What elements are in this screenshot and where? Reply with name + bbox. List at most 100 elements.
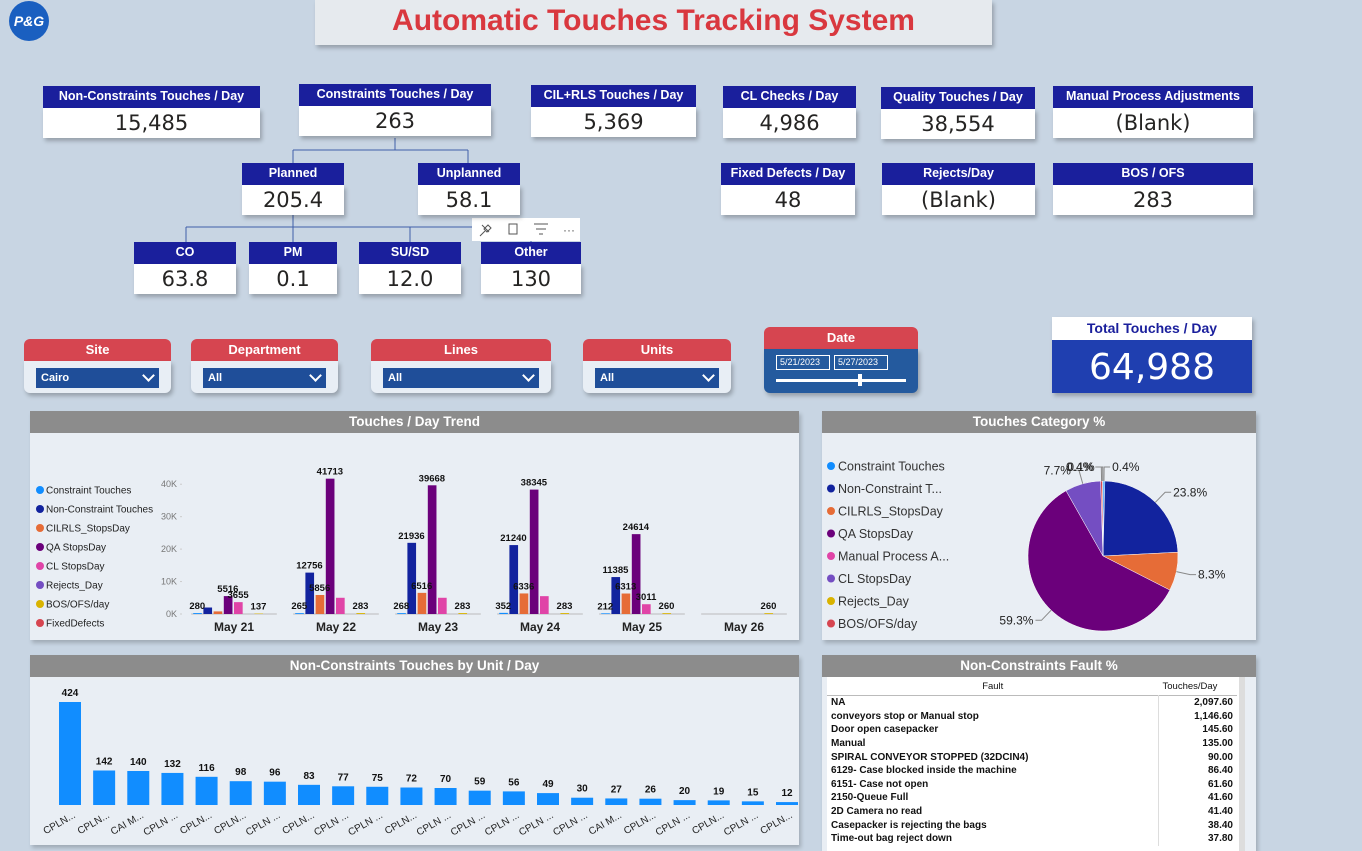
pie-slice [1027,490,1171,632]
table-cell: SPIRAL CONVEYOR STOPPED (32DCIN4) [831,751,1029,763]
logo-text: P&G [14,13,44,29]
x-tick-label: CPLN... [690,810,726,837]
kpi-card: Constraints Touches / Day 263 [299,84,491,136]
table-cell: Casepacker is rejecting the bags [831,819,987,831]
date-end[interactable]: 5/27/2023 [834,355,888,370]
data-label: 0.1% [1067,460,1095,474]
kpi-label: CIL+RLS Touches / Day [531,85,696,107]
table-cell: 145.60 [1158,723,1237,737]
data-label: 352 [495,601,511,612]
more-icon[interactable]: ··· [563,223,575,237]
date-slicer: Date 5/21/2023 5/27/2023 [764,327,918,393]
data-label: 27 [611,784,623,795]
bar [332,786,355,805]
table-cell: 135.00 [1158,736,1237,751]
data-label: 24614 [623,522,650,533]
pie-panel: Touches Category % Constraint Touches Non… [822,411,1256,654]
trend-chart: 0K 10K 20K 30K 40K Constraint Touches Non-Cons… [36,467,787,634]
table-cell: Door open casepacker [831,724,939,736]
scrollbar[interactable] [1239,677,1245,851]
slicer-body: All [191,361,338,393]
leader-line [1096,466,1104,482]
legend-label: CILRLS_StopsDay [46,524,130,535]
legend-marker [36,486,44,494]
leader-line [1103,466,1111,482]
x-tick-label: CPLN ... [517,810,555,838]
data-label: 77 [338,772,350,783]
legend-label: Manual Process A... [838,550,949,564]
bar [305,572,315,614]
bar [468,790,491,805]
copy-icon[interactable] [508,223,518,235]
title: Automatic Touches Tracking System [315,0,992,45]
kpi-label: Other [481,242,581,264]
date-slider[interactable] [776,379,906,382]
x-tick-label: CPLN... [212,810,248,837]
table-row: 6151- Case not open 61.60 [827,777,1237,792]
data-label: 21240 [500,533,526,544]
table-cell: 37.80 [1158,831,1237,846]
bar [642,604,651,614]
data-label: 56 [508,777,520,788]
date-body: 5/21/2023 5/27/2023 [764,349,918,393]
bar [605,798,628,805]
bar [193,613,202,614]
bar [571,797,594,805]
data-label: 260 [659,601,675,612]
data-label: 59 [474,777,486,788]
data-label: 83 [303,771,315,782]
total-label: Total Touches / Day [1052,317,1252,340]
pin-icon[interactable] [479,224,492,237]
legend-marker [36,600,44,608]
kpi-card: SU/SD 12.0 [359,242,461,294]
data-label: 12 [781,788,793,799]
bar [529,489,539,614]
legend-marker [36,524,44,532]
data-label: 7.7% [1044,463,1072,477]
table-row: 2D Camera no read 41.40 [827,804,1237,819]
date-start[interactable]: 5/21/2023 [776,355,830,370]
dropdown[interactable]: All [383,368,539,388]
y-tick-label: 10K [161,577,177,587]
data-label: 6313 [615,582,636,593]
slicer-body: Cairo [24,361,171,393]
toolbar [472,218,580,241]
chevron [309,369,322,382]
bar [662,613,672,614]
data-label: 142 [96,757,113,768]
dropdown[interactable]: All [595,368,719,388]
legend-label: CILRLS_StopsDay [838,505,944,519]
table-cell: Time-out bag reject down [831,833,952,845]
filter-icon[interactable] [534,223,548,235]
slicer-title: Date [764,327,918,349]
legend-marker [827,574,835,583]
data-label: 8.3% [1198,568,1226,582]
x-tick-label: CPLN ... [654,810,692,838]
data-label: 265 [291,601,308,612]
data-label: 268 [393,601,409,612]
slider-handle[interactable] [858,374,862,386]
table-cell: 41.60 [1158,791,1237,805]
kpi-card: Rejects/Day (Blank) [882,163,1035,215]
x-tick-label: May 25 [622,620,662,634]
dropdown[interactable]: All [203,368,326,388]
kpi-value: 48 [721,185,855,215]
slicer-body: All [583,361,731,393]
y-tick-label: 20K [161,544,177,554]
bar [234,602,243,614]
kpi-card: CO 63.8 [134,242,236,294]
data-label: 49 [542,779,554,790]
table-cell: 86.40 [1158,763,1237,778]
table-header: Fault Touches/Day [827,677,1237,696]
dropdown[interactable]: Cairo [36,368,159,388]
legend-marker [827,619,835,628]
data-label: 38345 [521,478,548,489]
table-cell: 1,146.60 [1158,709,1237,724]
kpi-value: 63.8 [134,264,236,294]
kpi-card: Planned 205.4 [242,163,344,215]
unit-chart: 424 CPLN... 142 CPLN... 140 CAI M... 132 CPLN .… [42,688,798,838]
logo [9,1,49,41]
kpi-card: Non-Constraints Touches / Day 15,485 [43,86,260,138]
bar [434,787,457,805]
x-tick-label: CPLN... [622,810,658,837]
